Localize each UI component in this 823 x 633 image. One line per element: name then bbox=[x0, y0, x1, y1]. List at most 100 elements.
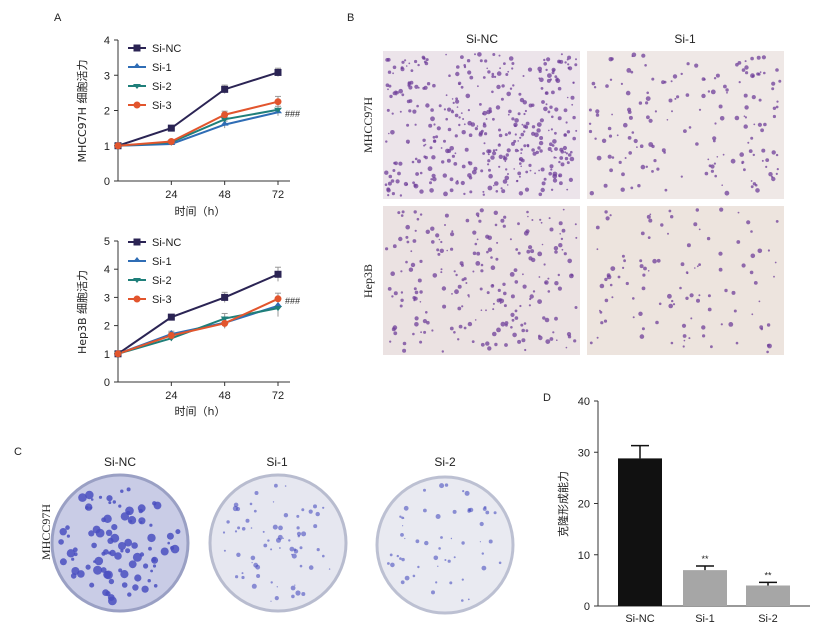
cell-speck bbox=[401, 93, 405, 97]
cell-speck bbox=[773, 275, 775, 278]
cell-speck bbox=[480, 263, 484, 267]
cell-speck bbox=[670, 341, 674, 345]
cell-speck bbox=[502, 282, 506, 286]
cell-speck bbox=[524, 348, 527, 352]
colony-spot bbox=[467, 598, 470, 601]
cell-speck bbox=[486, 250, 489, 254]
cell-speck bbox=[468, 133, 473, 137]
cell-speck bbox=[771, 176, 776, 182]
cell-speck bbox=[507, 113, 510, 116]
cell-speck bbox=[500, 321, 506, 327]
cell-speck bbox=[491, 75, 495, 78]
colony-spot bbox=[402, 517, 405, 519]
cell-speck bbox=[646, 115, 650, 120]
cell-speck bbox=[494, 181, 499, 186]
cell-speck bbox=[475, 261, 481, 266]
cell-speck bbox=[445, 148, 450, 154]
cell-speck bbox=[413, 210, 417, 214]
cell-speck bbox=[631, 55, 634, 58]
cell-speck bbox=[455, 99, 460, 104]
cell-speck bbox=[707, 90, 711, 93]
cell-speck bbox=[477, 52, 482, 57]
cell-speck bbox=[456, 65, 460, 69]
colony-spot bbox=[328, 568, 331, 570]
colony-spot bbox=[118, 504, 122, 508]
cell-speck bbox=[430, 226, 435, 231]
cell-speck bbox=[450, 232, 455, 237]
cell-speck bbox=[525, 170, 529, 174]
cell-speck bbox=[508, 56, 514, 61]
cell-speck bbox=[460, 180, 465, 186]
cell-speck bbox=[500, 187, 503, 190]
cell-speck bbox=[400, 298, 404, 302]
cell-speck bbox=[774, 261, 777, 264]
cell-speck bbox=[513, 139, 517, 143]
colony-spot bbox=[299, 546, 303, 550]
cell-speck bbox=[443, 139, 446, 143]
bar-significance: ** bbox=[764, 570, 772, 580]
colony-spot bbox=[131, 542, 138, 549]
cell-speck bbox=[454, 134, 458, 138]
cell-speck bbox=[479, 287, 483, 291]
colony-spot bbox=[235, 575, 239, 579]
cell-speck bbox=[412, 109, 417, 114]
bar-si-2 bbox=[746, 585, 790, 606]
cell-speck bbox=[386, 57, 391, 62]
cell-speck bbox=[493, 184, 495, 187]
cell-speck bbox=[609, 78, 613, 82]
cell-speck bbox=[651, 170, 654, 173]
cell-speck bbox=[682, 334, 687, 338]
cell-speck bbox=[686, 62, 690, 66]
cell-speck bbox=[537, 66, 542, 72]
cell-speck bbox=[537, 251, 543, 257]
colony-spot bbox=[150, 569, 154, 573]
cell-speck bbox=[400, 66, 404, 70]
cell-speck bbox=[512, 84, 515, 87]
cell-speck bbox=[461, 278, 465, 282]
cell-speck bbox=[690, 317, 693, 320]
cell-speck bbox=[748, 149, 753, 154]
colony-spot bbox=[134, 574, 142, 582]
cell-speck bbox=[476, 125, 479, 127]
cell-speck bbox=[503, 291, 507, 296]
cell-speck bbox=[550, 188, 554, 191]
cell-speck bbox=[484, 59, 488, 63]
cell-speck bbox=[487, 346, 492, 351]
cell-speck bbox=[718, 104, 723, 109]
cell-speck bbox=[759, 71, 762, 73]
cell-speck bbox=[444, 213, 449, 218]
cell-speck bbox=[703, 78, 706, 81]
colony-spot bbox=[234, 530, 238, 533]
cell-speck bbox=[679, 286, 682, 290]
colony-spot bbox=[103, 549, 109, 555]
cell-speck bbox=[410, 250, 413, 253]
a1-x-axis-label: 时间（h） bbox=[175, 205, 226, 218]
cell-speck bbox=[404, 59, 407, 62]
cell-speck bbox=[531, 125, 536, 129]
cell-speck bbox=[436, 248, 440, 252]
legend-marker bbox=[133, 63, 141, 68]
colony-spot bbox=[270, 600, 272, 602]
cell-speck bbox=[405, 139, 410, 144]
cell-speck bbox=[457, 284, 462, 289]
cell-speck bbox=[526, 143, 530, 147]
cell-speck bbox=[747, 141, 750, 144]
cell-speck bbox=[393, 291, 398, 296]
cell-speck bbox=[546, 57, 551, 62]
cell-speck bbox=[536, 122, 542, 127]
cell-speck bbox=[431, 155, 436, 160]
cell-speck bbox=[608, 57, 613, 62]
cell-speck bbox=[559, 233, 561, 235]
cell-speck bbox=[500, 218, 505, 223]
cell-speck bbox=[476, 251, 481, 256]
cell-speck bbox=[391, 112, 394, 115]
d-y-tick-label: 20 bbox=[578, 499, 590, 511]
cell-speck bbox=[772, 106, 777, 111]
d-y-tick-label: 0 bbox=[584, 601, 590, 613]
cell-speck bbox=[447, 107, 452, 112]
colony-spot bbox=[424, 540, 429, 546]
cell-speck bbox=[573, 339, 577, 343]
colony-spot bbox=[440, 536, 443, 539]
cell-speck bbox=[530, 249, 535, 254]
cell-speck bbox=[623, 122, 628, 128]
